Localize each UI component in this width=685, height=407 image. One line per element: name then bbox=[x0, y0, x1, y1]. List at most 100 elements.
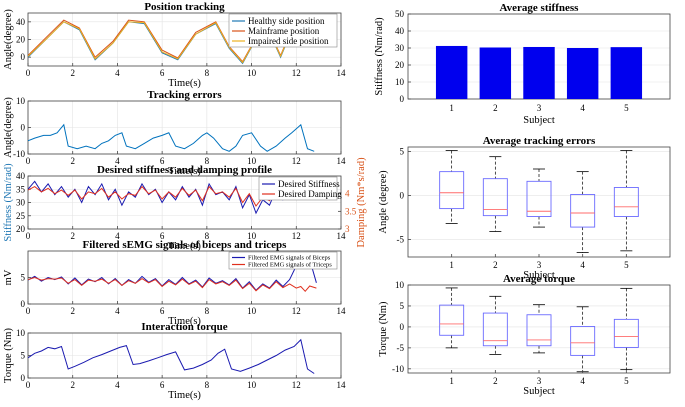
avg_tracking_errors-xtick-label: 1 bbox=[449, 260, 454, 270]
avg_torque-xtick-label: 3 bbox=[537, 376, 542, 386]
semg-legend-label-1: Filtered EMG signals of Triceps bbox=[248, 262, 332, 269]
avg_torque-box-rect bbox=[482, 312, 508, 347]
interaction_torque-xtick-label: 2 bbox=[70, 380, 75, 390]
avg_stiffness-bar-1 bbox=[435, 45, 468, 99]
position-ytick-label: 0 bbox=[21, 52, 26, 62]
position-xtick-label: 12 bbox=[292, 68, 301, 78]
stiffness_damping-xtick-label: 2 bbox=[70, 231, 75, 241]
stiffness_damping-ytick-label: 30 bbox=[16, 198, 26, 208]
semg-chart: Filtered sEMG signals of biceps and tric… bbox=[3, 239, 346, 327]
stiffness_damping-ytick-label: 20 bbox=[16, 224, 26, 234]
avg_tracking_errors-xlabel: Subject bbox=[523, 270, 555, 281]
avg_tracking_errors-box-4 bbox=[570, 171, 596, 254]
interaction_torque-xtick-label: 4 bbox=[115, 380, 120, 390]
avg_tracking_errors-ytick-label: -5 bbox=[397, 234, 405, 244]
avg_stiffness-title: Average stiffness bbox=[500, 2, 580, 14]
avg_torque-box-rect bbox=[570, 326, 596, 356]
avg_tracking_errors-xtick-label: 3 bbox=[537, 260, 542, 270]
avg_tracking_errors-box-5 bbox=[613, 150, 639, 252]
semg-xlabel: Time(s) bbox=[168, 316, 201, 327]
position-xlabel: Time(s) bbox=[168, 78, 201, 89]
tracking_errors-ytick-label: 0 bbox=[21, 123, 26, 133]
position-xtick-label: 0 bbox=[26, 68, 31, 78]
interaction_torque-xlabel: Time(s) bbox=[168, 390, 201, 401]
tracking_errors-xtick-label: 8 bbox=[205, 156, 210, 166]
avg_stiffness-ytick-label: 10 bbox=[395, 77, 405, 87]
avg_torque-ytick-label: 0 bbox=[400, 322, 405, 332]
position-xtick-label: 4 bbox=[115, 68, 120, 78]
tracking_errors-xtick-label: 12 bbox=[292, 156, 301, 166]
semg-ytick-label: 5 bbox=[21, 273, 26, 283]
semg-ytick-label: 0 bbox=[21, 299, 26, 309]
semg-legend-box bbox=[228, 251, 338, 270]
stiffness_damping-y2tick-label: 4 bbox=[345, 189, 350, 199]
avg_stiffness-ytick-label: 50 bbox=[395, 9, 405, 19]
avg_tracking_errors-ytick-label: 0 bbox=[400, 190, 405, 200]
avg_torque-ytick-label: 10 bbox=[395, 280, 405, 290]
tracking_errors-series-0 bbox=[28, 123, 315, 152]
tracking_errors-xtick-label: 6 bbox=[160, 156, 165, 166]
avg_torque-box-1 bbox=[439, 287, 465, 349]
avg_torque-title: Average torque bbox=[503, 273, 575, 285]
avg_stiffness-bar-2 bbox=[479, 47, 512, 99]
stiffness_damping-xtick-label: 12 bbox=[292, 231, 301, 241]
tracking_errors-ylabel: Angle(degree) bbox=[3, 97, 14, 158]
tracking_errors-xtick-label: 0 bbox=[26, 156, 31, 166]
avg_torque-xlabel: Subject bbox=[523, 386, 555, 397]
avg_torque-box-5 bbox=[613, 287, 639, 371]
position-xtick-label: 2 bbox=[70, 68, 75, 78]
stiffness_damping-y2label: Damping (Nm*s/rad) bbox=[356, 157, 367, 248]
semg-legend-label-0: Filtered EMG signals of Biceps bbox=[248, 255, 331, 262]
semg-ylabel: mV bbox=[3, 269, 14, 285]
position-chart: Position tracking 0 2 4 6 8 10 12 14 0 20 40 Time(s)… bbox=[3, 1, 346, 89]
position-legend-label-0: Healthy side position bbox=[248, 16, 325, 26]
avg_torque-chart: Average torque 1 2 3 4 5 -10 -5 0 5 10 Subject Torqu… bbox=[378, 273, 671, 397]
avg_stiffness-xtick-label: 2 bbox=[493, 103, 498, 113]
semg-xtick-label: 4 bbox=[115, 306, 120, 316]
avg_tracking_errors-box-rect bbox=[482, 178, 508, 217]
stiffness_damping-xtick-label: 8 bbox=[205, 231, 210, 241]
semg-xtick-label: 10 bbox=[247, 306, 257, 316]
avg_tracking_errors-box-rect bbox=[439, 171, 465, 210]
stiffness_damping-xtick-label: 0 bbox=[26, 231, 31, 241]
semg-xtick-label: 2 bbox=[70, 306, 75, 316]
tracking_errors-xtick-label: 4 bbox=[115, 156, 120, 166]
avg_torque-xtick-label: 4 bbox=[580, 376, 585, 386]
avg_torque-plot-frame bbox=[407, 284, 671, 374]
avg_tracking_errors-chart: Average tracking errors 1 2 3 4 5 -5 0 5 Subject A… bbox=[378, 135, 671, 281]
position-ytick-label: 40 bbox=[16, 17, 26, 27]
semg-xtick-label: 14 bbox=[337, 306, 347, 316]
interaction_torque-ylabel: Torque (Nm) bbox=[3, 328, 14, 383]
interaction_torque-chart: Interaction torque 0 2 4 6 8 10 12 14 0 5 10 Time(s)… bbox=[3, 321, 346, 401]
stiffness_damping-xlabel: Time(s) bbox=[168, 241, 201, 252]
interaction_torque-xtick-label: 10 bbox=[247, 380, 257, 390]
stiffness_damping-legend-box bbox=[258, 176, 338, 201]
semg-series-1 bbox=[28, 276, 317, 293]
interaction_torque-series-0 bbox=[28, 338, 315, 374]
avg_tracking_errors-title: Average tracking errors bbox=[483, 135, 596, 147]
interaction_torque-xtick-label: 0 bbox=[26, 380, 31, 390]
avg_tracking_errors-box-1 bbox=[439, 150, 465, 224]
avg_torque-box-rect bbox=[526, 314, 552, 347]
avg_tracking_errors-box-rect bbox=[526, 180, 552, 217]
interaction_torque-ytick-label: 5 bbox=[21, 351, 26, 361]
avg_torque-box-rect bbox=[439, 304, 465, 336]
avg_tracking_errors-ylabel: Angle (degree) bbox=[378, 170, 389, 234]
avg_torque-box-3 bbox=[526, 304, 552, 354]
avg_torque-xtick-label: 5 bbox=[624, 376, 629, 386]
interaction_torque-xtick-label: 6 bbox=[160, 380, 165, 390]
avg_tracking_errors-xtick-label: 4 bbox=[580, 260, 585, 270]
avg_tracking_errors-box-2 bbox=[482, 156, 508, 232]
position-xtick-label: 6 bbox=[160, 68, 165, 78]
position-xtick-label: 10 bbox=[247, 68, 257, 78]
position-xtick-label: 8 bbox=[205, 68, 210, 78]
position-xtick-label: 14 bbox=[337, 68, 347, 78]
avg_stiffness-xtick-label: 4 bbox=[580, 103, 585, 113]
avg_torque-ytick-label: 5 bbox=[400, 301, 405, 311]
stiffness_damping-xtick-label: 4 bbox=[115, 231, 120, 241]
avg_stiffness-xlabel: Subject bbox=[523, 115, 555, 126]
